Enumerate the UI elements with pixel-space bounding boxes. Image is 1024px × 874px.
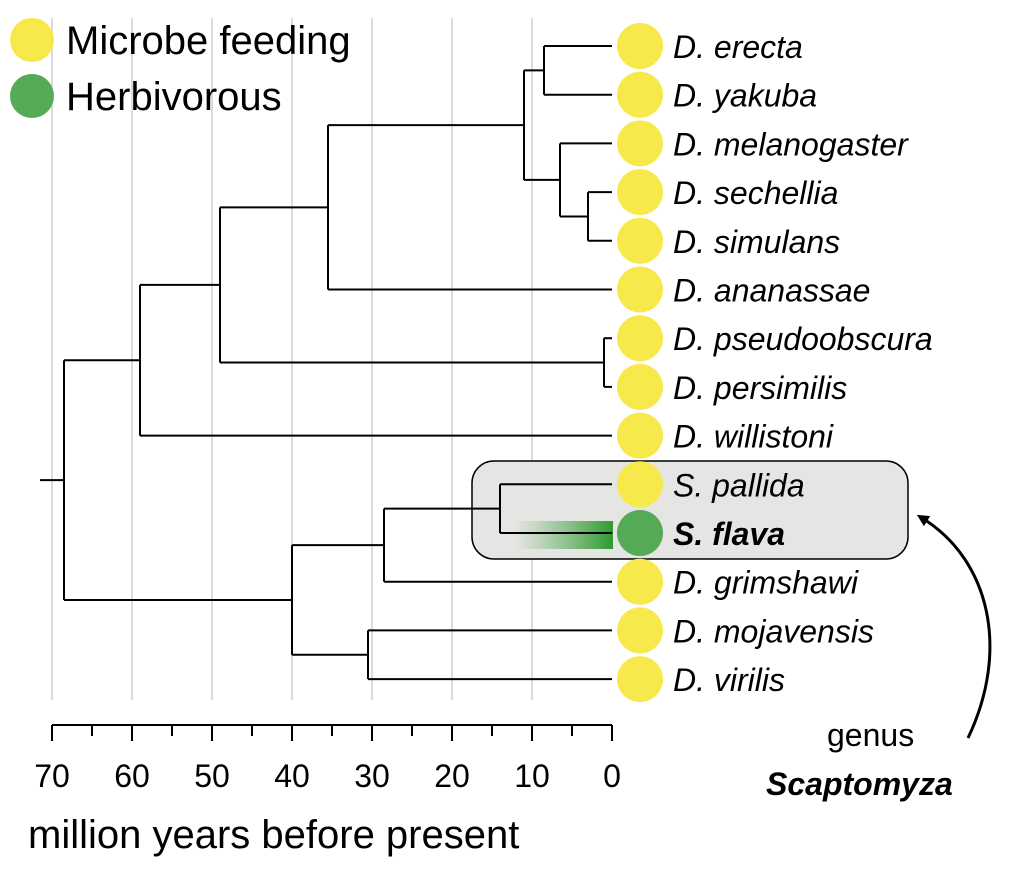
axis-title: million years before present [28,813,519,857]
species-label-d-erecta: D. erecta [673,29,803,65]
legend: Microbe feeding Herbivorous [10,18,351,119]
species-label-d-simulans: D. simulans [673,224,840,260]
species-label-s-flava: S. flava [673,516,785,552]
legend-swatch-herbivorous [10,74,54,118]
species-label-d-willistoni: D. willistoni [673,419,834,455]
genus-name-label: Scaptomyza [766,766,953,802]
tick-label-50: 50 [194,758,230,794]
genus-arrow [916,514,992,739]
tick-label-10: 10 [514,758,550,794]
tip-circle-d-grimshawi [617,558,663,605]
tip-circle-d-erecta [617,23,663,69]
herbivory-origin-gradient [515,521,613,549]
species-label-d-yakuba: D. yakuba [673,78,817,114]
species-labels: D. erecta D. yakuba D. melanogaster D. sech… [673,29,933,698]
genus-label: genus [827,717,914,753]
tip-state-circles [617,23,663,703]
tick-label-30: 30 [354,758,390,794]
species-label-s-pallida: S. pallida [673,467,805,503]
tip-circle-s-pallida [617,461,663,508]
time-axis-labels: 70 60 50 40 30 20 10 0 [34,758,621,794]
legend-swatch-microbe [10,18,54,62]
tick-label-70: 70 [34,758,70,794]
time-gridlines [51,18,533,700]
species-label-d-mojavensis: D. mojavensis [673,613,874,649]
tip-circle-d-mojavensis [617,607,663,654]
tip-circle-d-melanogaster [617,120,663,167]
tip-circle-d-simulans [617,217,663,264]
tick-label-0: 0 [603,758,621,794]
species-label-d-ananassae: D. ananassae [673,273,870,309]
tick-label-60: 60 [114,758,150,794]
tip-circle-d-pseudoobscura [617,315,663,362]
tip-circle-d-persimilis [617,363,663,410]
tick-label-40: 40 [274,758,310,794]
legend-label-microbe: Microbe feeding [66,19,351,63]
species-label-d-grimshawi: D. grimshawi [673,565,859,601]
species-label-d-persimilis: D. persimilis [673,370,847,406]
tip-circle-s-flava [617,510,663,556]
time-axis [51,724,613,741]
phylogenetic-tree [40,45,612,681]
tip-circle-d-virilis [617,656,663,703]
species-label-d-melanogaster: D. melanogaster [673,126,909,162]
species-label-d-virilis: D. virilis [673,662,785,698]
tip-circle-d-yakuba [617,71,663,118]
species-label-d-sechellia: D. sechellia [673,175,838,211]
tip-circle-d-sechellia [617,169,663,216]
species-label-d-pseudoobscura: D. pseudoobscura [673,321,933,357]
tip-circle-d-ananassae [617,266,663,313]
tick-label-20: 20 [434,758,470,794]
tip-circle-d-willistoni [617,412,663,459]
legend-label-herbivorous: Herbivorous [66,75,282,119]
